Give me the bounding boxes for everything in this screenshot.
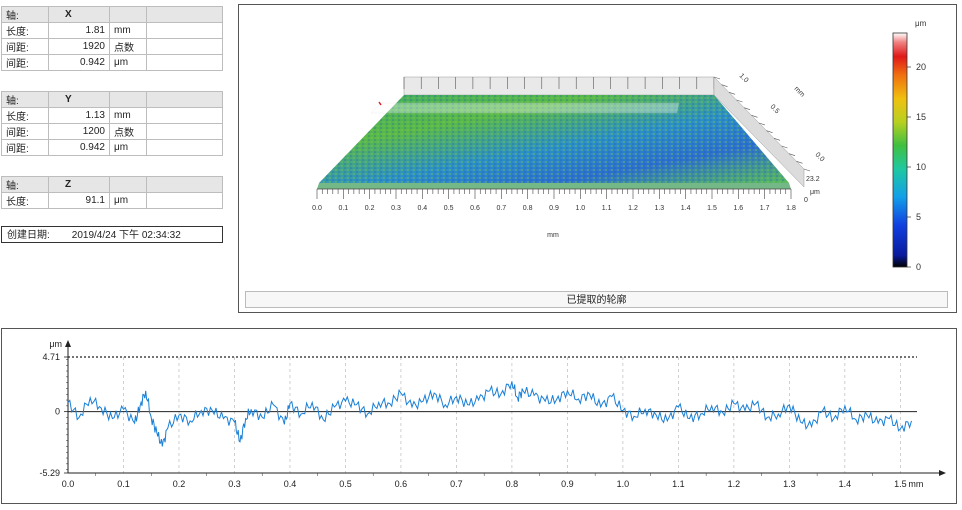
length-unit: mm: [109, 22, 147, 39]
colorbar-tick: 15: [916, 112, 926, 122]
spacing-label: 间距:: [1, 139, 49, 156]
x-tick-label: 0.2: [365, 205, 375, 212]
pitch-unit: μm: [109, 54, 147, 71]
y-axis-arrow: [65, 340, 71, 347]
x-tick-label: 1.1: [602, 205, 612, 212]
profile-caption: 已提取的轮廓: [245, 291, 948, 308]
count-unit: 点数: [109, 38, 147, 55]
x-tick-label: 0.7: [496, 205, 506, 212]
y-tick-label: -5.29: [39, 468, 60, 478]
y-tick-label: 4.71: [42, 352, 60, 362]
x-tick-label: 0.9: [561, 479, 574, 489]
x-tick-label: 0.0: [312, 205, 322, 212]
profile-series-line: [67, 381, 912, 447]
x-unit-label: mm: [908, 479, 923, 489]
count-value: 1920: [48, 38, 110, 55]
x-tick-label: 1.5: [894, 479, 907, 489]
profile-chart[interactable]: μm mm 0.0 0.1 0.2 0.3 0.4 0.5 0.6 0.7 0.8 0.9 1.0 1.…: [2, 329, 956, 503]
count-value: 1200: [48, 123, 110, 140]
z-top-label: 23.2: [806, 176, 820, 183]
x-tick-label: 0.3: [391, 205, 401, 212]
pitch-unit: μm: [109, 139, 147, 156]
y-tick-label: 0: [55, 407, 60, 417]
x-axis-table: 轴: X 长度: 1.81 mm 间距: 1920 点数 间距: 0.942 μm: [1, 6, 223, 71]
x-tick-label: 1.2: [628, 205, 638, 212]
creation-date: 创建日期: 2019/4/24 下午 02:34:32: [1, 226, 223, 243]
x-tick-label: 0.1: [117, 479, 130, 489]
creation-date-label: 创建日期:: [7, 230, 50, 241]
x-tick-label: 1.3: [654, 205, 664, 212]
y-axis-table: 轴: Y 长度: 1.13 mm 间距: 1200 点数 间距: 0.942 μm: [1, 91, 223, 156]
axis-label: 轴:: [1, 91, 49, 108]
colorbar-tick: 10: [916, 162, 926, 172]
count-unit: 点数: [109, 123, 147, 140]
colorbar-tick: 20: [916, 62, 926, 72]
axis-name: X: [48, 6, 110, 23]
x-tick-label: 0.2: [173, 479, 186, 489]
x-tick-label: 1.2: [728, 479, 741, 489]
surface-3d-plot[interactable]: 0.0 0.1 0.2 0.3 0.4 0.5 0.6 0.7 0.8 0.9 1.0 1.1 1.2 1…: [239, 5, 956, 287]
y-unit-label: μm: [49, 339, 62, 349]
length-unit: mm: [109, 107, 147, 124]
axis-name: Z: [48, 176, 110, 193]
y-tick-label: 1.0: [738, 72, 750, 84]
x-tick-label: 0.8: [523, 205, 533, 212]
x-tick-label: 0.3: [228, 479, 241, 489]
z-bottom-label: 0: [804, 197, 808, 204]
surface-3d-view[interactable]: 0.0 0.1 0.2 0.3 0.4 0.5 0.6 0.7 0.8 0.9 1.0 1.1 1.2 1…: [238, 4, 957, 313]
y-unit-label: mm: [793, 85, 806, 98]
colorbar-tick: 5: [916, 212, 921, 222]
axis-label: 轴:: [1, 6, 49, 23]
length-value: 91.1: [48, 192, 110, 209]
x-tick-label: 1.6: [733, 205, 743, 212]
x-tick-label: 1.7: [760, 205, 770, 212]
x-tick-label: 1.4: [839, 479, 852, 489]
spacing-label: 间距:: [1, 54, 49, 71]
creation-date-value: 2019/4/24 下午 02:34:32: [71, 230, 181, 241]
x-tick-label: 1.8: [786, 205, 796, 212]
x-tick-label: 1.0: [575, 205, 585, 212]
x-tick-label: 0.6: [395, 479, 408, 489]
colorbar: [892, 32, 908, 268]
x-tick-label: 0.5: [444, 205, 454, 212]
x-unit-label: mm: [547, 232, 559, 239]
x-tick-label: 0.0: [62, 479, 75, 489]
x-tick-label: 1.5: [707, 205, 717, 212]
length-label: 长度:: [1, 107, 49, 124]
x-tick-label: 1.1: [672, 479, 685, 489]
profile-chart-panel: μm mm 0.0 0.1 0.2 0.3 0.4 0.5 0.6 0.7 0.8 0.9 1.0 1.…: [1, 328, 957, 504]
axis-label: 轴:: [1, 176, 49, 193]
x-tick-label: 1.0: [617, 479, 630, 489]
y-tick-label: 0.0: [814, 151, 826, 163]
x-tick-label: 1.4: [681, 205, 691, 212]
x-tick-label: 0.6: [470, 205, 480, 212]
colorbar-tick: 0: [916, 262, 921, 272]
length-value: 1.81: [48, 22, 110, 39]
spacing-label: 间距:: [1, 38, 49, 55]
y-tick-label: 0.5: [769, 103, 781, 115]
length-label: 长度:: [1, 192, 49, 209]
x-tick-label: 0.4: [417, 205, 427, 212]
x-tick-label: 0.8: [506, 479, 519, 489]
x-tick-label: 0.9: [549, 205, 559, 212]
pitch-value: 0.942: [48, 139, 110, 156]
z-unit-label: μm: [810, 189, 820, 196]
axis-name: Y: [48, 91, 110, 108]
x-tick-label: 0.1: [338, 205, 348, 212]
colorbar-unit: μm: [915, 19, 927, 28]
pitch-value: 0.942: [48, 54, 110, 71]
x-tick-label: 1.3: [783, 479, 796, 489]
profile-band: [370, 102, 680, 114]
x-axis-arrow: [939, 470, 946, 476]
profile-marker: [378, 101, 382, 106]
x-tick-label: 0.4: [284, 479, 297, 489]
x-tick-label: 0.5: [339, 479, 352, 489]
z-axis-table: 轴: Z 长度: 91.1 μm: [1, 176, 223, 209]
x-tick-label: 0.7: [450, 479, 463, 489]
length-label: 长度:: [1, 22, 49, 39]
length-unit: μm: [109, 192, 147, 209]
spacing-label: 间距:: [1, 123, 49, 140]
length-value: 1.13: [48, 107, 110, 124]
